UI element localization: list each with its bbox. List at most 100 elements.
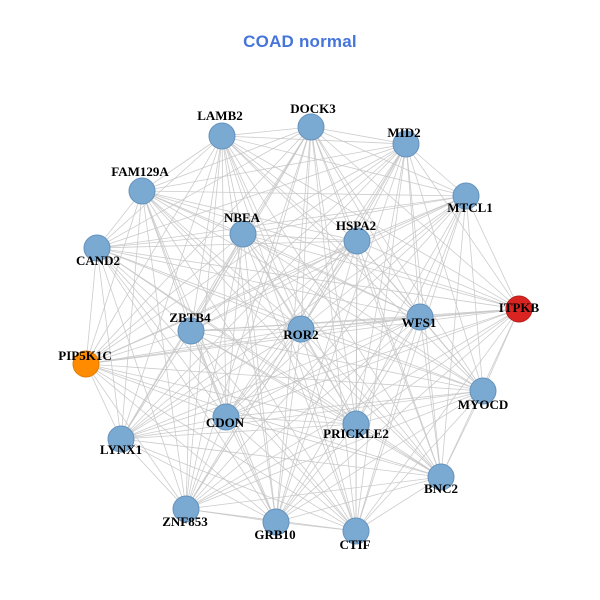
- node-MYOCD: [469, 377, 497, 405]
- edge-LYNX1-GRB10: [120, 438, 277, 523]
- edge-CAND2-WFS1: [96, 247, 421, 318]
- edge-DOCK3-MTCL1: [310, 126, 467, 197]
- edge-FAM129A-MTCL1: [141, 190, 467, 197]
- edge-HSPA2-LYNX1: [120, 240, 358, 440]
- edge-PIP5K1C-LYNX1: [85, 363, 122, 440]
- edge-ITPKB-ZNF853: [185, 308, 520, 510]
- edge-DOCK3-FAM129A: [141, 126, 312, 192]
- edge-DOCK3-LYNX1: [120, 126, 312, 440]
- edge-FAM129A-CDON: [141, 190, 227, 418]
- edge-LAMB2-NBEA: [221, 135, 244, 235]
- edge-DOCK3-WFS1: [310, 126, 421, 318]
- edge-ITPKB-WFS1: [419, 308, 520, 318]
- edge-DOCK3-PRICKLE2: [310, 126, 357, 425]
- node-CTIF: [342, 517, 370, 545]
- edge-MTCL1-CAND2: [96, 195, 467, 249]
- node-PRICKLE2: [342, 410, 370, 438]
- edge-CDON-LYNX1: [120, 416, 227, 440]
- node-label-LYNX1: LYNX1: [100, 442, 142, 457]
- edge-HSPA2-GRB10: [275, 240, 358, 523]
- edge-MID2-WFS1: [405, 143, 421, 318]
- edge-PIP5K1C-MYOCD: [85, 363, 484, 392]
- edge-PIP5K1C-CDON: [85, 363, 227, 418]
- node-label-ROR2: ROR2: [283, 327, 318, 342]
- edge-CDON-CTIF: [225, 416, 357, 532]
- edge-NBEA-BNC2: [242, 233, 442, 478]
- node-MTCL1: [452, 182, 480, 210]
- node-LAMB2: [208, 122, 236, 150]
- edge-MTCL1-ITPKB: [465, 195, 520, 310]
- node-label-ITPKB: ITPKB: [499, 300, 540, 315]
- edge-MTCL1-MYOCD: [465, 195, 484, 392]
- edge-MID2-MYOCD: [405, 143, 484, 392]
- edge-MTCL1-ZNF853: [185, 195, 467, 510]
- edge-ZBTB4-CTIF: [190, 330, 357, 532]
- edge-CDON-PRICKLE2: [225, 416, 357, 425]
- edge-LAMB2-PRICKLE2: [221, 135, 357, 425]
- edge-CAND2-MYOCD: [96, 247, 484, 392]
- edge-ITPKB-PRICKLE2: [355, 308, 520, 425]
- edge-PRICKLE2-GRB10: [275, 423, 357, 523]
- edge-DOCK3-BNC2: [310, 126, 442, 478]
- edge-DOCK3-ITPKB: [310, 126, 520, 310]
- edge-MYOCD-LYNX1: [120, 390, 484, 440]
- node-NBEA: [229, 220, 257, 248]
- edge-LAMB2-ZBTB4: [190, 135, 223, 332]
- edge-DOCK3-MID2: [310, 126, 407, 145]
- edge-MID2-CAND2: [96, 143, 407, 249]
- edge-LAMB2-ZNF853: [185, 135, 223, 510]
- edge-MID2-ITPKB: [405, 143, 520, 310]
- edge-LAMB2-GRB10: [221, 135, 277, 523]
- edge-LAMB2-CAND2: [96, 135, 223, 249]
- edge-MID2-NBEA: [242, 143, 407, 235]
- edge-MTCL1-ZBTB4: [190, 195, 467, 332]
- edge-NBEA-ITPKB: [242, 233, 520, 310]
- edge-MTCL1-HSPA2: [356, 195, 467, 242]
- edge-FAM129A-MYOCD: [141, 190, 484, 392]
- edge-CAND2-ROR2: [96, 247, 302, 330]
- edge-WFS1-LYNX1: [120, 316, 421, 440]
- edge-WFS1-CDON: [225, 316, 421, 418]
- edge-FAM129A-ROR2: [141, 190, 302, 330]
- edge-MID2-FAM129A: [141, 143, 407, 192]
- edge-DOCK3-ZNF853: [185, 126, 312, 510]
- edge-CAND2-ITPKB: [96, 247, 520, 310]
- edge-LYNX1-BNC2: [120, 438, 442, 478]
- edge-MID2-GRB10: [275, 143, 407, 523]
- node-label-BNC2: BNC2: [424, 481, 458, 496]
- edge-FAM129A-PRICKLE2: [141, 190, 357, 425]
- node-CDON: [212, 403, 240, 431]
- chart-title: COAD normal: [243, 32, 357, 51]
- edge-ITPKB-GRB10: [275, 308, 520, 523]
- edge-MYOCD-CTIF: [355, 390, 484, 532]
- node-label-ZBTB4: ZBTB4: [169, 310, 211, 325]
- edge-BNC2-ZNF853: [185, 476, 442, 510]
- edge-CAND2-LYNX1: [96, 247, 122, 440]
- edge-CAND2-ZBTB4: [96, 247, 192, 332]
- node-ITPKB: [505, 295, 533, 323]
- edge-CAND2-CDON: [96, 247, 227, 418]
- edge-ROR2-BNC2: [300, 328, 442, 478]
- edge-HSPA2-PIP5K1C: [85, 240, 358, 365]
- node-ROR2: [287, 315, 315, 343]
- node-FAM129A: [128, 177, 156, 205]
- edge-DOCK3-CDON: [225, 126, 312, 418]
- node-label-FAM129A: FAM129A: [111, 164, 169, 179]
- edge-LAMB2-MTCL1: [221, 135, 467, 197]
- node-label-MYOCD: MYOCD: [458, 397, 509, 412]
- edge-LAMB2-CDON: [221, 135, 227, 418]
- node-label-PRICKLE2: PRICKLE2: [323, 426, 389, 441]
- edge-LAMB2-DOCK3: [221, 126, 312, 137]
- edge-HSPA2-CAND2: [96, 240, 358, 249]
- node-label-CAND2: CAND2: [76, 253, 120, 268]
- node-label-MTCL1: MTCL1: [447, 200, 493, 215]
- edge-LYNX1-CTIF: [120, 438, 357, 532]
- edge-MTCL1-CTIF: [355, 195, 467, 532]
- edge-LAMB2-HSPA2: [221, 135, 358, 242]
- edge-MTCL1-LYNX1: [120, 195, 467, 440]
- edge-PIP5K1C-CTIF: [85, 363, 357, 532]
- edge-NBEA-CAND2: [96, 233, 244, 249]
- edge-MTCL1-PIP5K1C: [85, 195, 467, 365]
